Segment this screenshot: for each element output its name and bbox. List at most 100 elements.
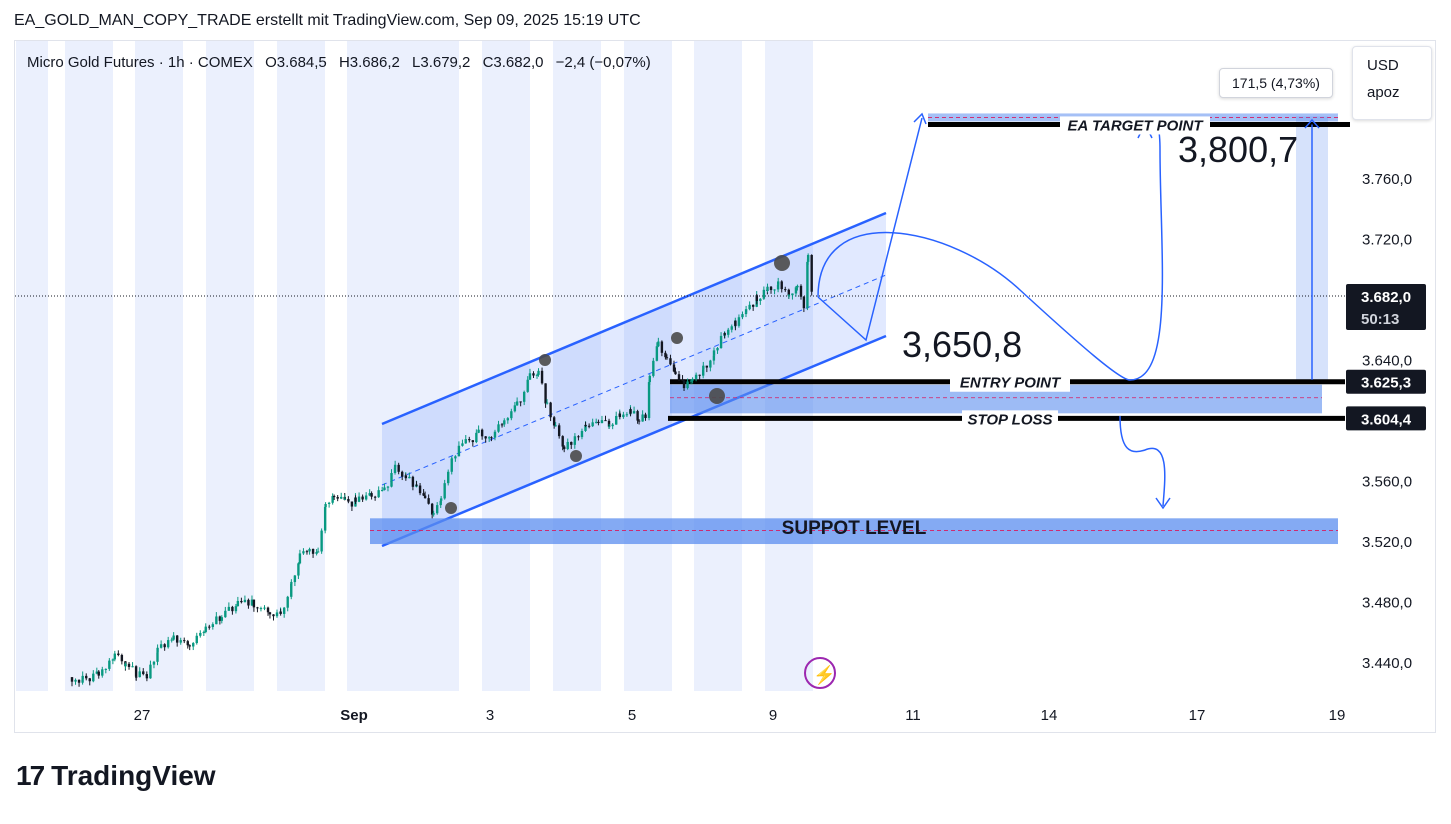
- candle-body: [113, 653, 116, 660]
- candle-body: [188, 645, 191, 647]
- pivot-point-2: [570, 450, 582, 462]
- candle-body: [373, 496, 377, 498]
- candle-body: [691, 378, 694, 381]
- symbol-legend[interactable]: Micro Gold Futures · 1h · COMEX O3.684,5…: [27, 54, 651, 71]
- candle-body: [218, 616, 222, 621]
- candle-body: [689, 380, 693, 382]
- candle-body: [411, 476, 415, 487]
- time-axis: 27 Sep 3 5 9 11 14 17 19: [134, 707, 1346, 724]
- candle-body: [186, 641, 189, 646]
- candle-body: [712, 355, 716, 361]
- candle-body: [404, 475, 408, 479]
- candle-body: [587, 425, 591, 427]
- candle-body: [730, 326, 733, 330]
- unit-label: apoz: [1367, 84, 1400, 101]
- candle-body: [716, 348, 719, 351]
- candle-body: [435, 505, 439, 514]
- y-tick-label: 3.560,0: [1362, 474, 1412, 491]
- candle-body: [347, 498, 350, 502]
- candle-body: [272, 614, 275, 617]
- candle-body: [111, 659, 115, 661]
- currency-unit-box[interactable]: USD apoz: [1352, 46, 1432, 120]
- candle-body: [686, 381, 689, 389]
- stop-label: STOP LOSS: [967, 411, 1052, 428]
- mid-price-label: 3,650,8: [902, 324, 1022, 365]
- price-axis: 3.760,03.720,03.680,03.640,03.560,03.520…: [1346, 171, 1426, 672]
- candle-body: [522, 391, 526, 402]
- candle-body: [629, 409, 632, 414]
- candle-body: [418, 485, 422, 494]
- candle-body: [487, 437, 491, 439]
- high-value: H3.686,2: [338, 54, 400, 71]
- candle-body: [204, 626, 207, 633]
- candle-body: [354, 497, 357, 502]
- candle-body: [773, 289, 776, 291]
- candle-body: [81, 675, 84, 680]
- stop-price-tag: [1346, 406, 1426, 431]
- candle-body: [580, 430, 584, 438]
- candle-body: [401, 471, 404, 477]
- channel-lower-line: [381, 334, 887, 548]
- candle-body: [380, 490, 384, 492]
- candle-body: [557, 425, 561, 437]
- candle-body: [195, 635, 198, 644]
- candle-body: [250, 599, 254, 606]
- projection-drawings: ⚡: [804, 112, 1320, 689]
- candle-body: [315, 551, 318, 554]
- candle-body: [513, 405, 517, 412]
- candle-body: [390, 473, 393, 487]
- entry-price-tag-text: 3.625,3: [1361, 375, 1411, 392]
- session-band-8: [624, 41, 672, 691]
- candle-body: [293, 575, 297, 583]
- candle-body: [95, 671, 99, 674]
- candle-body: [415, 484, 418, 486]
- candle-body: [159, 644, 163, 648]
- candle-body: [393, 467, 397, 474]
- candle-body: [124, 663, 127, 667]
- annotation-labels: ENTRY POINT STOP LOSS EA TARGET POINT SUPPO…: [782, 116, 1298, 539]
- support-zone: [370, 518, 1338, 545]
- candle-body: [377, 490, 380, 498]
- candle-body: [806, 261, 809, 309]
- x-tick-label: 14: [1041, 707, 1058, 724]
- candle-body: [665, 357, 669, 359]
- candle-body: [202, 632, 206, 634]
- candle-body: [604, 420, 607, 422]
- candle-body: [220, 617, 223, 621]
- candle-body: [468, 439, 471, 441]
- candle-body: [705, 365, 709, 368]
- x-tick-label: 5: [628, 707, 636, 724]
- candle-body: [759, 298, 762, 302]
- open-value: O3.684,5: [265, 54, 327, 71]
- session-band-7: [553, 41, 601, 691]
- candle-body: [343, 498, 347, 500]
- candle-body: [231, 606, 234, 612]
- candle-body: [515, 401, 519, 406]
- candle-body: [484, 436, 487, 439]
- projection-zigzag: [817, 117, 923, 342]
- candle-body: [142, 671, 145, 675]
- session-band-3: [206, 41, 254, 691]
- candle-body: [780, 281, 783, 290]
- candle-body: [766, 286, 769, 291]
- entry-price-tag: [1346, 369, 1426, 394]
- measure-arrowhead: [1304, 118, 1320, 129]
- candle-body: [544, 383, 547, 404]
- candle-body: [324, 504, 327, 508]
- candle-body: [477, 429, 480, 433]
- candle-body: [577, 436, 580, 438]
- candle-body: [350, 501, 354, 507]
- candle-body: [787, 295, 791, 297]
- y-tick-label: 3.760,0: [1362, 171, 1412, 188]
- candle-body: [152, 661, 156, 665]
- current-price-countdown: 50:13: [1361, 311, 1399, 328]
- candle-body: [607, 426, 611, 428]
- candle-body: [563, 446, 566, 450]
- y-tick-label: 3.440,0: [1362, 655, 1412, 672]
- x-tick-label: 9: [769, 707, 777, 724]
- candle-body: [698, 374, 701, 376]
- candle-body: [636, 411, 639, 421]
- tradingview-logo[interactable]: 17 TradingView: [16, 760, 216, 792]
- candle-body: [308, 548, 311, 552]
